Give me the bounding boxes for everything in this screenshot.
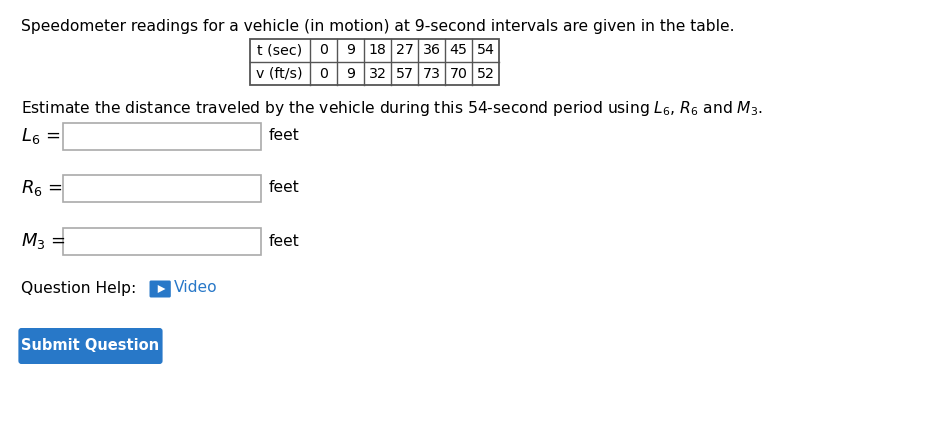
Text: Estimate the distance traveled by the vehicle during this 54-second period using: Estimate the distance traveled by the ve… (22, 99, 763, 118)
Text: 54: 54 (477, 44, 494, 57)
Text: 27: 27 (396, 44, 414, 57)
Text: v (ft/s): v (ft/s) (257, 67, 303, 81)
FancyBboxPatch shape (149, 280, 171, 298)
Text: feet: feet (269, 128, 300, 143)
Text: 32: 32 (368, 67, 386, 81)
Text: $R_6$ =: $R_6$ = (22, 178, 63, 198)
Text: feet: feet (269, 180, 300, 195)
Text: 57: 57 (396, 67, 414, 81)
FancyBboxPatch shape (250, 39, 499, 85)
Text: 0: 0 (319, 44, 328, 57)
FancyBboxPatch shape (63, 123, 261, 149)
Text: 73: 73 (423, 67, 441, 81)
Text: Submit Question: Submit Question (22, 339, 160, 354)
Text: Speedometer readings for a vehicle (in motion) at 9-second intervals are given i: Speedometer readings for a vehicle (in m… (22, 19, 735, 34)
FancyBboxPatch shape (19, 328, 163, 364)
FancyBboxPatch shape (63, 228, 261, 254)
Text: 18: 18 (368, 44, 386, 57)
Polygon shape (158, 285, 165, 293)
Text: 9: 9 (346, 67, 354, 81)
Text: 52: 52 (477, 67, 494, 81)
FancyBboxPatch shape (63, 175, 261, 202)
Text: 45: 45 (449, 44, 468, 57)
Text: feet: feet (269, 233, 300, 248)
Text: Video: Video (174, 280, 218, 295)
Text: 70: 70 (449, 67, 467, 81)
Text: t (sec): t (sec) (258, 44, 303, 57)
Text: 0: 0 (319, 67, 328, 81)
Text: 36: 36 (423, 44, 441, 57)
Text: $L_6$ =: $L_6$ = (22, 126, 61, 146)
Text: Question Help:: Question Help: (22, 280, 136, 295)
Text: 9: 9 (346, 44, 354, 57)
Text: $M_3$ =: $M_3$ = (22, 231, 66, 251)
